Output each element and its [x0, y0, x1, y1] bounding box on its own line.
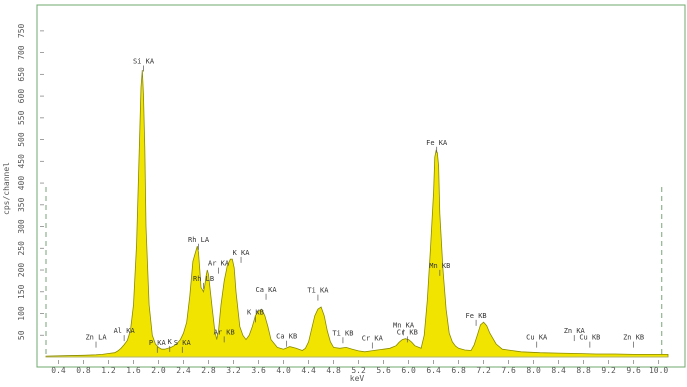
y-tick-label: 700	[17, 45, 26, 60]
x-tick-label: 7.6	[501, 366, 516, 375]
peak-label: Rh LB	[193, 275, 214, 283]
peak-label: Ca KA	[256, 286, 278, 294]
y-tick-label: 750	[17, 23, 26, 38]
x-tick-label: 0.4	[51, 366, 66, 375]
peak-label: K KB	[247, 308, 264, 316]
x-tick-label: 10.0	[649, 366, 668, 375]
x-tick-label: 9.2	[601, 366, 616, 375]
x-tick-label: 4.0	[276, 366, 291, 375]
x-tick-label: 9.6	[626, 366, 641, 375]
x-tick-label: 7.2	[476, 366, 491, 375]
peak-label: Mn KA	[393, 321, 415, 329]
peak-label: S KA	[174, 339, 192, 347]
x-tick-label: 4.8	[326, 366, 341, 375]
y-tick-label: 350	[17, 197, 26, 212]
y-axis-title: cps/channel	[2, 162, 11, 215]
x-tick-label: 6.4	[426, 366, 441, 375]
peak-label: Rh LA	[188, 236, 210, 244]
x-tick-label: 1.2	[101, 366, 116, 375]
peak-labels: Zn LA Al KA Si KA P KA K S KA Rh LA Rh LB Ar KA A…	[85, 57, 644, 353]
peak-label: Fe KA	[426, 139, 448, 147]
peak-label: K KA	[233, 249, 251, 257]
x-tick-label: 3.2	[226, 366, 241, 375]
y-tick-label: 650	[17, 67, 26, 82]
y-tick-label: 450	[17, 154, 26, 169]
y-tick-label: 550	[17, 110, 26, 125]
x-tick-label: 5.6	[376, 366, 391, 375]
peak-label: Si KA	[133, 57, 155, 65]
peak-label: P KA	[149, 339, 167, 347]
energy-markers	[45, 187, 663, 357]
peak-label: Cu KB	[579, 334, 600, 342]
peak-label: Ar KA	[208, 260, 230, 268]
y-tick-label: 50	[17, 330, 26, 340]
spectrum-area	[45, 69, 669, 358]
peak-label: Zn KA	[564, 327, 586, 335]
peak-label: Zn LA	[85, 334, 107, 342]
x-tick-label: 5.2	[351, 366, 366, 375]
x-tick-label: 2.4	[176, 366, 191, 375]
peak-label: Ar KB	[214, 328, 235, 336]
x-tick-label: 3.6	[251, 366, 266, 375]
peak-label: Ti KA	[307, 287, 329, 295]
y-tick-label: 250	[17, 241, 26, 256]
x-tick-label: 4.4	[301, 366, 316, 375]
x-tick-label: 8.8	[576, 366, 591, 375]
peak-label: Zn KB	[623, 334, 644, 342]
peak-label: Al KA	[114, 327, 136, 335]
y-tick-label: 600	[17, 89, 26, 104]
y-tick-label: 300	[17, 219, 26, 234]
x-axis-title: keV	[350, 374, 365, 383]
peak-label: K	[168, 338, 173, 346]
peak-label: Fe KB	[466, 312, 487, 320]
x-tick-label: 6.8	[451, 366, 466, 375]
x-tick-label: 8.0	[526, 366, 541, 375]
y-tick-label: 200	[17, 263, 26, 278]
peak-label: Ti KB	[332, 329, 353, 337]
x-axis-ticks: 0.4 0.8 1.2 1.6 2.0 2.4 2.8 3.2 3.6 4.0 4.4 4.8 5.2 5…	[51, 360, 668, 375]
x-tick-label: 2.8	[201, 366, 216, 375]
x-tick-label: 1.6	[126, 366, 141, 375]
y-axis-ticks: 50 100 150 200 250 300 350 400 450 500 550 600 650 70…	[17, 23, 44, 340]
x-tick-label: 8.4	[551, 366, 566, 375]
x-tick-label: 2.0	[151, 366, 166, 375]
y-tick-label: 400	[17, 176, 26, 191]
x-tick-label: 0.8	[76, 366, 91, 375]
y-tick-label: 100	[17, 306, 26, 321]
peak-label: Cr KA	[362, 334, 384, 342]
y-tick-label: 150	[17, 284, 26, 299]
x-tick-label: 6.0	[401, 366, 416, 375]
plot-frame	[36, 4, 686, 368]
y-tick-label: 500	[17, 132, 26, 147]
peak-label: Cr KB	[397, 328, 418, 336]
peak-label: Cu KA	[526, 334, 548, 342]
peak-label: Mn KB	[429, 262, 450, 270]
peak-label: Ca KB	[276, 333, 297, 341]
